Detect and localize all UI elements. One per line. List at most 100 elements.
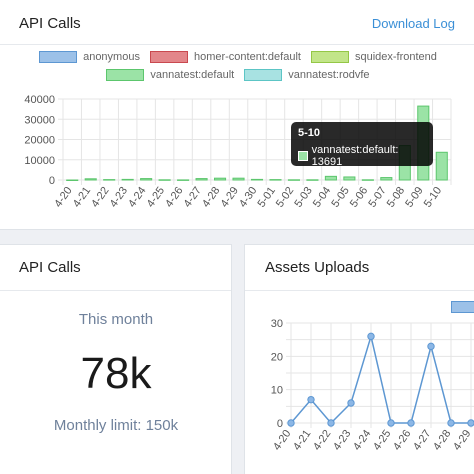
bar <box>435 151 448 181</box>
y-tick-label: 10 <box>271 385 283 397</box>
x-tick-label: 4-24 <box>351 428 373 453</box>
bar <box>269 179 282 181</box>
x-tick-label: 4-26 <box>391 428 413 453</box>
x-tick-label: 5-03 <box>292 185 314 210</box>
y-tick-label: 20000 <box>24 135 55 147</box>
download-log-link[interactable]: Download Log <box>371 16 455 31</box>
api-calls-chart-card: API Calls Download Log anonymous homer-co… <box>0 0 474 230</box>
bar <box>84 178 97 181</box>
chart-legend: anonymous homer-content:default squidex-fr… <box>0 51 474 87</box>
x-tick-label: 4-26 <box>163 185 185 210</box>
assets-card-header: Assets Uploads <box>245 245 474 291</box>
bar <box>306 179 319 181</box>
x-tick-label: 5-05 <box>329 185 351 210</box>
x-tick-label: 5-01 <box>255 185 277 210</box>
bar <box>380 177 393 181</box>
legend-swatch <box>244 69 283 81</box>
data-point <box>427 342 435 351</box>
api-calls-stat-card: API Calls This month 78k Monthly limit: … <box>0 244 232 474</box>
assets-uploads-card: Assets Uploads 0 10 20 30 4-20 4-21 4-22 4-23 4-… <box>244 244 474 474</box>
x-tick-label: 5-10 <box>422 185 444 210</box>
legend-label: vannatest:default <box>150 69 235 81</box>
data-point <box>447 419 455 427</box>
tooltip-swatch <box>298 151 308 161</box>
bar <box>177 179 190 181</box>
x-tick-label: 4-28 <box>431 428 453 453</box>
x-tick-label: 4-21 <box>71 185 93 210</box>
data-point <box>347 399 355 407</box>
series-line <box>290 333 471 425</box>
x-tick-label: 4-25 <box>371 428 393 453</box>
x-tick-label: 5-08 <box>385 185 407 210</box>
legend-item[interactable]: anonymous <box>39 51 140 63</box>
data-point <box>327 419 335 427</box>
x-tick-label: 4-23 <box>331 428 353 453</box>
x-tick-label: 4-22 <box>89 185 111 210</box>
data-point <box>367 332 375 341</box>
x-tick-label: 4-22 <box>311 428 333 453</box>
bar <box>287 179 300 181</box>
bar <box>324 175 337 181</box>
y-tick-label: 40000 <box>24 94 55 106</box>
bar <box>103 179 116 181</box>
x-tick-label: 5-09 <box>403 185 425 210</box>
bar <box>66 179 79 181</box>
bar <box>140 178 153 181</box>
x-tick-label: 4-27 <box>182 185 204 210</box>
assets-card-title: Assets Uploads <box>265 259 370 276</box>
assets-legend-swatch[interactable] <box>451 301 474 313</box>
y-tick-label: 30 <box>271 318 283 330</box>
data-point <box>407 419 415 427</box>
legend-row: anonymous homer-content:default squidex-fr… <box>0 51 474 63</box>
x-tick-label: 5-02 <box>274 185 296 210</box>
bar <box>195 178 208 181</box>
x-tick-label: 4-20 <box>271 428 293 453</box>
legend-label: homer-content:default <box>193 51 301 63</box>
bar <box>343 176 356 181</box>
legend-row: vannatest:default vannatest:rodvfe <box>0 69 474 81</box>
bar <box>232 177 245 181</box>
data-point <box>307 395 315 404</box>
bar <box>121 178 134 181</box>
period-label: This month <box>78 311 154 328</box>
legend-swatch <box>39 51 78 63</box>
api-calls-bar-chart[interactable]: 0100002000030000400004-204-214-224-234-2… <box>0 0 474 231</box>
api-calls-chart-title: API Calls <box>19 15 81 32</box>
api-calls-chart-header: API Calls Download Log <box>0 0 474 45</box>
x-tick-label: 5-04 <box>311 185 333 210</box>
legend-item[interactable]: homer-content:default <box>149 51 301 63</box>
x-tick-label: 4-29 <box>451 428 473 453</box>
legend-swatch <box>149 51 188 63</box>
x-tick-label: 4-21 <box>291 428 313 453</box>
chart-tooltip: 5-10 vannatest:default: 13691 <box>291 122 433 168</box>
x-tick-label: 5-07 <box>366 185 388 210</box>
legend-label: anonymous <box>83 51 140 63</box>
y-tick-label: 0 <box>277 418 283 430</box>
x-tick-label: 4-24 <box>126 185 148 210</box>
tooltip-label: vannatest:default: 13691 <box>311 144 399 168</box>
monthly-limit-label: Monthly limit: 150k <box>53 417 179 434</box>
assets-uploads-line-chart[interactable]: 01020304-204-214-224-234-244-254-264-274… <box>245 245 474 474</box>
x-tick-label: 4-23 <box>108 185 130 210</box>
x-tick-label: 4-25 <box>145 185 167 210</box>
bar <box>214 177 227 181</box>
tooltip-title: 5-10 <box>298 127 321 139</box>
legend-swatch <box>106 69 145 81</box>
data-point <box>287 419 295 427</box>
data-point <box>387 419 395 427</box>
bar <box>250 178 264 181</box>
legend-item[interactable]: vannatest:default <box>106 69 234 81</box>
y-tick-label: 10000 <box>24 155 55 167</box>
y-tick-label: 0 <box>49 175 55 187</box>
y-tick-label: 20 <box>271 351 283 363</box>
x-tick-label: 4-30 <box>237 185 259 210</box>
y-tick-label: 30000 <box>24 114 55 126</box>
x-tick-label: 4-20 <box>52 185 74 210</box>
legend-item[interactable]: vannatest:rodvfe <box>244 69 370 81</box>
legend-item[interactable]: squidex-frontend <box>310 51 437 63</box>
x-tick-label: 5-06 <box>348 185 370 210</box>
bar <box>158 179 171 181</box>
x-tick-label: 4-29 <box>219 185 241 210</box>
legend-swatch <box>310 51 349 63</box>
bar <box>361 179 374 181</box>
